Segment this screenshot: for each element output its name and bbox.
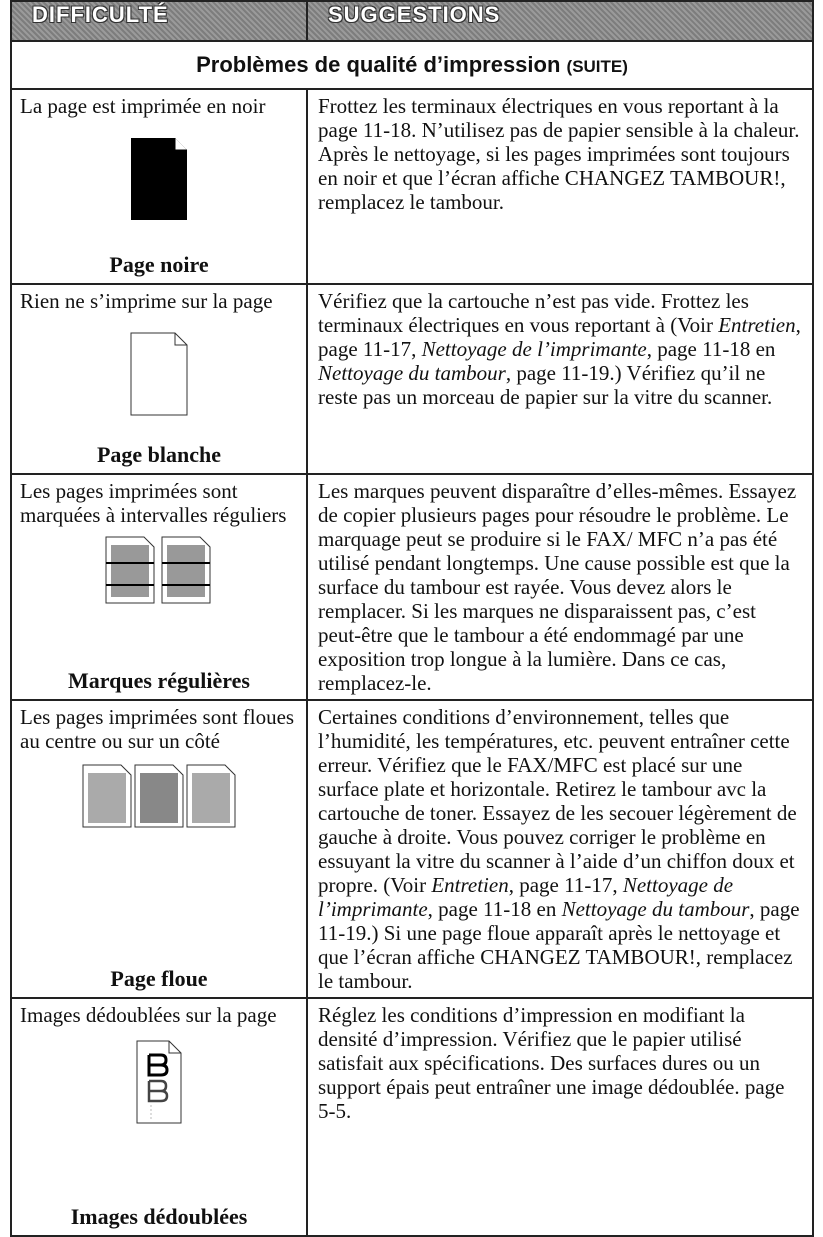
row: La page est imprimée en noir Page noire … [10, 88, 814, 285]
suggestion-text: Vérifiez que la cartouche n’est pas vide… [318, 289, 749, 337]
difficulty: Les pages imprimées sont marquées à inte… [20, 479, 287, 527]
difficulty: La page est imprimée en noir [20, 94, 266, 118]
image-caption: Page blanche [96, 442, 222, 467]
row: Les pages imprimées sont floues au centr… [10, 699, 814, 999]
page-icon [136, 1040, 182, 1124]
suggestion-text: , page 11-17, [318, 313, 801, 361]
suggestion: Certaines conditions d’environnement, te… [306, 699, 814, 999]
difficulty-cell: Rien ne s’imprime sur la page Page blanc… [10, 283, 308, 475]
suggestion-text: , page 11-19.) Si une page floue apparaî… [318, 897, 800, 993]
suggestion-reference: Nettoyage de l’imprimante [318, 873, 734, 921]
suggestion-text: , page 11-17, [508, 873, 623, 897]
suggestion-text: Frottez les terminaux électriques en vou… [318, 94, 800, 214]
suggestion-text: , page 11-18 en [646, 337, 776, 361]
header-row: DIFFICULTÉ SUGGESTIONS [10, 0, 814, 42]
difficulty-cell: Les pages imprimées sont marquées à inte… [10, 473, 308, 701]
image-caption: Marques régulières [68, 668, 250, 693]
suggestion: Frottez les terminaux électriques en vou… [306, 88, 814, 285]
suggestion-reference: Nettoyage du tambour [561, 897, 750, 921]
suggestion: Les marques peuvent disparaître d’elles-… [306, 473, 814, 701]
suggestion-reference: Nettoyage du tambour [318, 361, 506, 385]
column-header: SUGGESTIONS [306, 0, 814, 42]
page-icon [130, 332, 188, 416]
difficulty: Rien ne s’imprime sur la page [20, 289, 273, 313]
difficulty: Images dédoublées sur la page [20, 1003, 277, 1027]
section-title: Problèmes de qualité d’impression (SUITE… [10, 40, 814, 90]
section-title-suffix: (SUITE) [566, 57, 628, 76]
row: Rien ne s’imprime sur la page Page blanc… [10, 283, 814, 475]
section-title-text: Problèmes de qualité d’impression [196, 52, 561, 77]
suggestion-reference: Entretien [431, 873, 509, 897]
page-icon [105, 536, 211, 604]
difficulty-cell: Les pages imprimées sont floues au centr… [10, 699, 308, 999]
row: Les pages imprimées sont marquées à inte… [10, 473, 814, 701]
suggestion: Réglez les conditions d’impression en mo… [306, 997, 814, 1237]
suggestion: Vérifiez que la cartouche n’est pas vide… [306, 283, 814, 475]
suggestion-text: , page 11-18 en [427, 897, 562, 921]
column-header: DIFFICULTÉ [10, 0, 308, 42]
row: Images dédoublées sur la page Images déd… [10, 997, 814, 1237]
suggestion-text: , page 11-19.) Vérifiez qu’il ne reste p… [318, 361, 773, 409]
difficulty-cell: La page est imprimée en noir Page noire [10, 88, 308, 285]
suggestion-text: Certaines conditions d’environnement, te… [318, 705, 797, 897]
suggestion-reference: Nettoyage de l’imprimante [421, 337, 647, 361]
page: {"header":{"columns":["DIFFICULTÉ","SUGG… [10, 0, 814, 1237]
difficulty: Les pages imprimées sont floues au centr… [20, 705, 295, 753]
suggestion-text: Réglez les conditions d’impression en mo… [318, 1003, 785, 1123]
suggestion-text: Les marques peuvent disparaître d’elles-… [318, 479, 797, 695]
section-row: Problèmes de qualité d’impression (SUITE… [10, 40, 814, 90]
troubleshooting-table: DIFFICULTÉ SUGGESTIONS Problèmes de qual… [10, 0, 814, 1237]
image-caption: Images dédoublées [70, 1204, 248, 1229]
suggestion-reference: Entretien [718, 313, 796, 337]
image-caption: Page noire [109, 252, 209, 277]
page-icon [82, 764, 236, 828]
difficulty-cell: Images dédoublées sur la page Images déd… [10, 997, 308, 1237]
image-caption: Page floue [110, 966, 208, 991]
page-icon [131, 138, 187, 220]
